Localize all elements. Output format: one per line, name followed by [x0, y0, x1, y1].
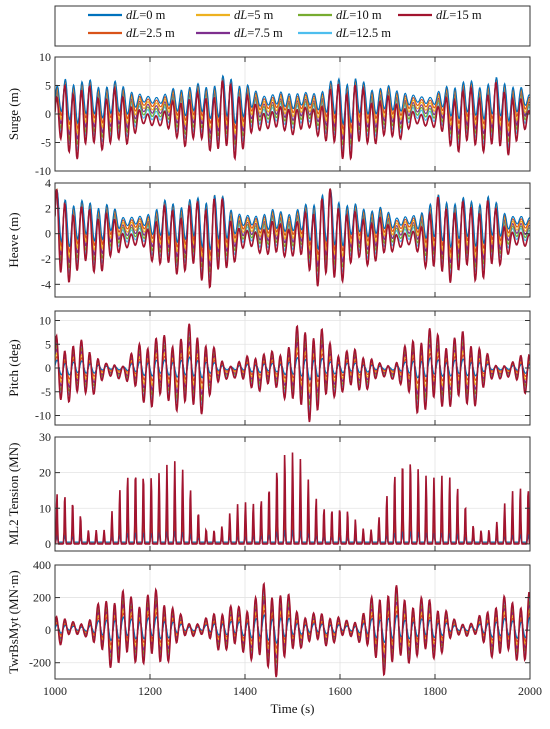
legend-box: [54, 5, 531, 47]
legend-label-variable: dL: [234, 26, 247, 40]
y-tick-label: -10: [35, 164, 51, 178]
legend-label: dL=15 m: [436, 8, 482, 22]
panel-frame: [54, 564, 531, 680]
legend-entry: dL=0 m: [88, 8, 166, 22]
series-line: [55, 80, 530, 162]
panel: -4 -2 0 2 4 Heave (m): [6, 176, 531, 298]
legend-label: dL=5 m: [234, 8, 274, 22]
y-tick-label: 10: [39, 50, 51, 64]
y-tick-label: 2: [45, 201, 51, 215]
x-tick-label: 2000: [518, 684, 542, 698]
series-line: [55, 75, 530, 136]
y-tick-label: -4: [41, 277, 51, 291]
series-line: [55, 188, 530, 251]
legend-label-variable: dL: [126, 26, 139, 40]
series-line: [55, 356, 530, 381]
panel: -10 -5 0 5 10 Pitch (deg): [6, 310, 531, 426]
y-axis-label: Heave (m): [6, 212, 21, 267]
y-axis-label: TwrBsMyt (MN·m): [6, 570, 21, 673]
legend-label-value: =0 m: [139, 8, 165, 22]
y-tick-label: 0: [45, 537, 51, 551]
series-line: [55, 188, 530, 262]
series-group: [55, 187, 530, 289]
legend-label-variable: dL: [336, 8, 349, 22]
y-tick-label: 400: [33, 558, 51, 572]
x-tick-label: 1200: [138, 684, 162, 698]
legend-label: dL=7.5 m: [234, 26, 283, 40]
series-line: [55, 614, 530, 645]
y-tick-label: 10: [39, 501, 51, 515]
series-group: [55, 581, 530, 678]
y-tick-label: 5: [45, 337, 51, 351]
y-tick-label: 10: [39, 314, 51, 328]
legend-label: dL=12.5 m: [336, 26, 391, 40]
y-tick-label: 0: [45, 227, 51, 241]
panel-frame: [54, 182, 531, 298]
legend-label-value: =10 m: [349, 8, 382, 22]
series-line: [55, 74, 530, 126]
legend-entry: dL=5 m: [196, 8, 274, 22]
y-tick-label: 0: [45, 107, 51, 121]
legend-label-value: =7.5 m: [247, 26, 283, 40]
series-line: [55, 323, 530, 423]
y-tick-label: 4: [45, 176, 51, 190]
legend-label-value: =5 m: [247, 8, 273, 22]
y-tick-label: 200: [33, 591, 51, 605]
legend-entry: dL=2.5 m: [88, 26, 175, 40]
y-tick-label: -5: [41, 136, 51, 150]
x-tick-label: 1000: [43, 684, 67, 698]
series-line: [55, 581, 530, 678]
legend-entry: dL=7.5 m: [196, 26, 283, 40]
legend-label: dL=0 m: [126, 8, 166, 22]
series-line: [55, 452, 530, 545]
legend-entry: dL=12.5 m: [298, 26, 391, 40]
y-tick-label: -2: [41, 252, 51, 266]
panel: -10 -5 0 5 10 Surge (m): [6, 50, 531, 178]
series-group: [55, 74, 530, 162]
panel: -200 0 200 400 TwrBsMyt (MN·m): [6, 558, 531, 680]
panel-frame: [54, 436, 531, 552]
y-axis-label: Pitch (deg): [6, 339, 21, 396]
y-axis-label: Surge (m): [6, 88, 21, 140]
legend-label-variable: dL: [234, 8, 247, 22]
series-line: [55, 188, 530, 289]
legend-entry: dL=15 m: [398, 8, 482, 22]
y-axis-label: ML2 Tension (MN): [6, 443, 21, 546]
legend-entry: dL=10 m: [298, 8, 382, 22]
legend-label-variable: dL: [336, 26, 349, 40]
series-group: [55, 323, 530, 423]
x-tick-label: 1400: [233, 684, 257, 698]
y-tick-label: -10: [35, 409, 51, 423]
legend: dL=0 m dL=5 m dL=10 m dL=15 mdL=2.5 m dL=7.5…: [54, 5, 531, 47]
legend-label-variable: dL: [126, 8, 139, 22]
series-group: [55, 452, 530, 545]
series-line: [55, 74, 530, 131]
x-tick-label: 1800: [423, 684, 447, 698]
panel: 0 10 20 30 ML2 Tension (MN): [6, 430, 531, 552]
legend-label-variable: dL: [436, 8, 449, 22]
y-tick-label: 30: [39, 430, 51, 444]
legend-label: dL=10 m: [336, 8, 382, 22]
series-line: [55, 77, 530, 147]
series-line: [55, 187, 530, 257]
y-tick-label: 20: [39, 466, 51, 480]
y-tick-label: -200: [29, 656, 51, 670]
y-tick-label: 0: [45, 361, 51, 375]
series-line: [55, 189, 530, 268]
legend-label-value: =12.5 m: [349, 26, 391, 40]
y-tick-label: -5: [41, 385, 51, 399]
legend-label-value: =15 m: [449, 8, 482, 22]
legend-label: dL=2.5 m: [126, 26, 175, 40]
legend-label-value: =2.5 m: [139, 26, 175, 40]
x-axis-label: Time (s): [271, 701, 315, 716]
y-tick-label: 0: [45, 623, 51, 637]
series-line: [55, 187, 530, 273]
series-line: [55, 76, 530, 141]
plot-area: [55, 565, 530, 679]
x-tick-label: 1600: [328, 684, 352, 698]
y-tick-label: 5: [45, 79, 51, 93]
